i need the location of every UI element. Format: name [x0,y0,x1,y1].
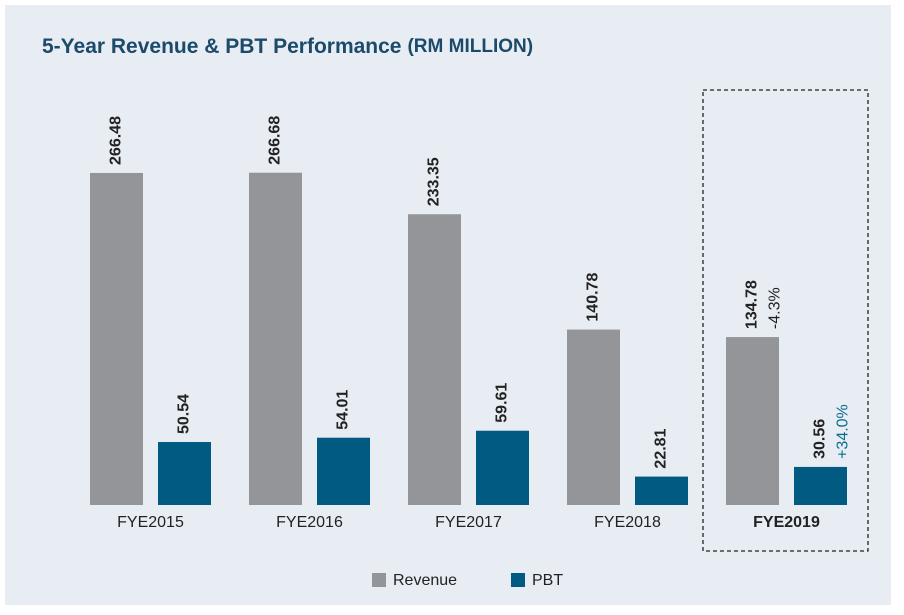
value-label: 266.48 [108,116,125,165]
highlight-box [702,89,869,552]
bar [90,172,143,505]
change-label: +34.0% [835,404,852,459]
bar [476,430,529,505]
value-label: 233.35 [426,157,443,206]
bar [158,442,211,505]
value-label: 140.78 [585,273,602,322]
title: 5-Year Revenue & PBT Performance [42,35,401,58]
value-label: 30.56 [812,419,829,459]
change-label: -4.3% [767,287,784,329]
legend-swatch [511,573,525,587]
legend-swatch [372,573,386,587]
value-label: 266.68 [267,116,284,165]
x-tick-label: FYE2019 [753,514,820,531]
legend-label: Revenue [393,572,457,589]
bar [794,466,847,505]
value-label: 22.81 [653,428,670,468]
bar [408,214,461,505]
x-tick-label: FYE2016 [276,514,343,531]
bar [635,476,688,505]
x-tick-label: FYE2017 [435,514,502,531]
bar [567,329,620,505]
value-label: 54.01 [335,390,352,430]
unit: (RM MILLION) [407,36,533,57]
x-tick-label: FYE2018 [594,514,661,531]
value-label: 50.54 [176,394,193,434]
value-label: 134.78 [744,280,761,329]
bar [249,172,302,505]
bar [726,337,779,505]
x-tick-label: FYE2015 [117,514,184,531]
chart-title: 5-Year Revenue & PBT Performance (RM MILL… [42,35,533,58]
legend-label: PBT [532,572,563,589]
value-label: 59.61 [494,383,511,423]
bar [317,437,370,505]
